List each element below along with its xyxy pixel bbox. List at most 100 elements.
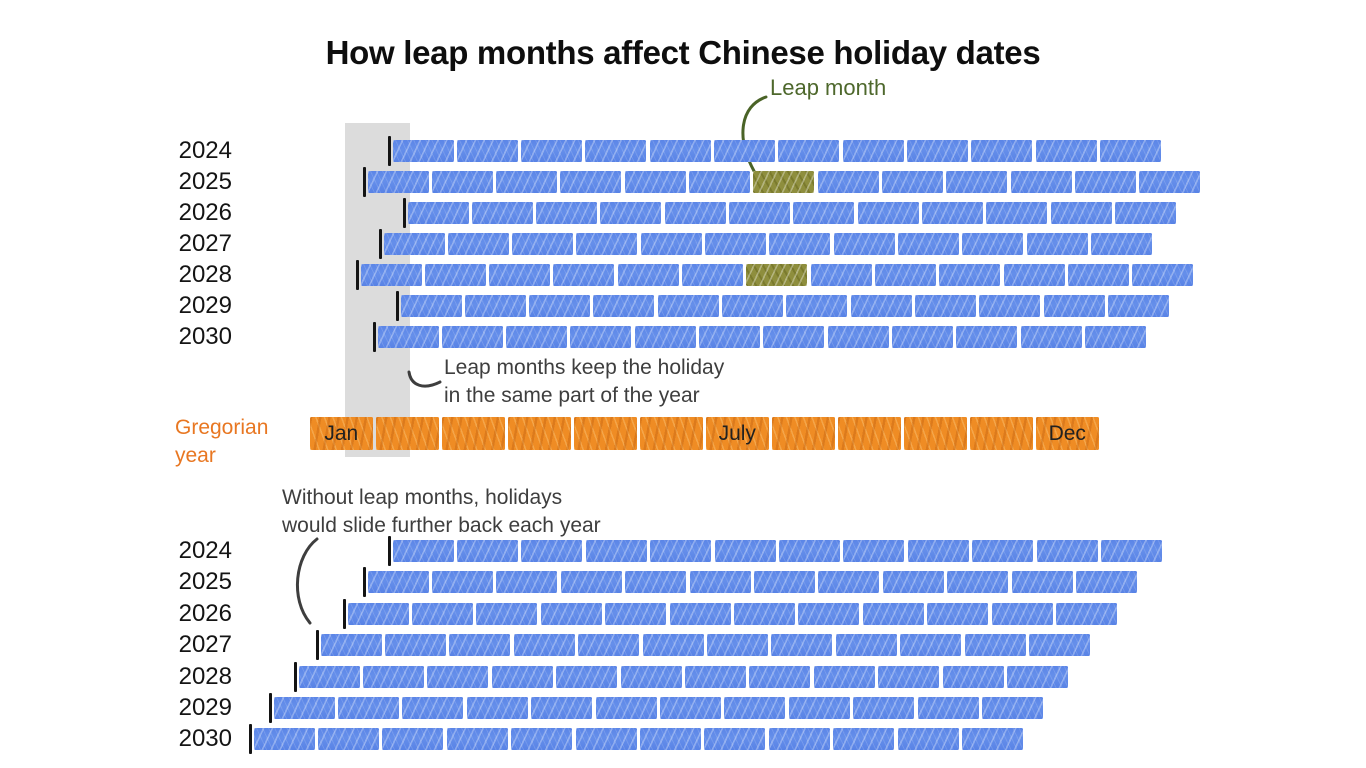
lunar-month-segment (377, 326, 439, 348)
lunar-month-segment (786, 295, 848, 317)
lunar-month-segment (496, 571, 558, 593)
gregorian-month-label: July (718, 421, 756, 445)
lunar-month-segment (427, 666, 489, 688)
lunar-month-segment (1114, 202, 1176, 224)
lunar-month-segment (471, 202, 533, 224)
lunar-month-segment (382, 728, 444, 750)
lunar-month-segment (384, 634, 446, 656)
lunar-month-segment (489, 264, 551, 286)
chart-title: How leap months affect Chinese holiday d… (325, 34, 1041, 72)
lunar-month-segment (1100, 540, 1162, 562)
lunar-month-segment (763, 326, 825, 348)
lunar-month-segment (906, 140, 968, 162)
holiday-start-tick (356, 260, 359, 290)
year-label: 2029 (178, 292, 232, 319)
lunar-month-segment (449, 634, 511, 656)
lunar-month-segment (798, 603, 860, 625)
gregorian-month-segment (442, 417, 505, 450)
lunar-month-segment (927, 603, 989, 625)
lunar-month-segment (506, 326, 568, 348)
lunar-month-segment (964, 634, 1026, 656)
year-label: 2027 (178, 230, 232, 257)
lunar-month-segment (362, 666, 424, 688)
lunar-month-segment (649, 140, 711, 162)
lunar-month-segment (513, 634, 575, 656)
lunar-month-segment (392, 540, 454, 562)
gregorian-year-label: Gregorian year (175, 414, 268, 470)
leap-month-segment (746, 264, 808, 286)
holiday-start-tick (269, 693, 272, 723)
lunar-month-segment (749, 666, 811, 688)
gregorian-month-segment: July (706, 417, 769, 450)
lunar-month-segment (431, 171, 493, 193)
lunar-month-segment (593, 295, 655, 317)
lunar-month-segment (914, 295, 976, 317)
lunar-month-segment (817, 171, 879, 193)
gregorian-month-label: Dec (1048, 421, 1086, 445)
lunar-month-segment (642, 634, 704, 656)
year-label: 2024 (178, 137, 232, 164)
lunar-month-segment (407, 202, 469, 224)
lunar-month-segment (827, 326, 889, 348)
lunar-month-segment (595, 697, 657, 719)
holiday-start-tick (363, 167, 366, 197)
lunar-month-segment (699, 326, 760, 348)
lunar-month-segment (971, 140, 1033, 162)
lunar-month-segment (1043, 295, 1105, 317)
lunar-month-segment (862, 603, 924, 625)
lunar-month-segment (317, 728, 379, 750)
gregorian-month-segment: Dec (1036, 417, 1099, 450)
year-label: 2028 (178, 261, 232, 288)
lunar-month-segment (1139, 171, 1201, 193)
lunar-month-segment (771, 634, 833, 656)
holiday-start-tick (388, 136, 391, 166)
lunar-month-segment (878, 666, 940, 688)
lunar-month-segment (897, 728, 959, 750)
lunar-month-segment (684, 666, 746, 688)
lunar-month-segment (1075, 571, 1137, 593)
lunar-month-segment (659, 697, 721, 719)
lunar-month-segment (874, 264, 936, 286)
lunar-month-segment (617, 264, 679, 286)
holiday-start-tick (396, 291, 399, 321)
lunar-month-segment (1090, 233, 1152, 255)
lunar-month-segment (464, 295, 526, 317)
lunar-month-segment (347, 603, 409, 625)
leap-month-legend-label: Leap month (770, 75, 887, 100)
year-label: 2027 (178, 631, 232, 658)
gregorian-month-segment (376, 417, 439, 450)
lunar-month-segment (640, 233, 702, 255)
year-label: 2030 (178, 323, 232, 350)
lunar-month-segment (1003, 264, 1065, 286)
lunar-month-segment (360, 264, 422, 286)
lunar-month-segment (664, 202, 726, 224)
lunar-month-segment (383, 233, 445, 255)
lunar-month-segment (729, 202, 790, 224)
lunar-month-segment (833, 728, 895, 750)
lunar-month-segment (570, 326, 632, 348)
lunar-month-segment (392, 140, 454, 162)
lunar-month-segment (961, 728, 1023, 750)
lunar-month-segment (962, 233, 1024, 255)
lunar-month-segment (714, 540, 776, 562)
lunar-month-segment (650, 540, 712, 562)
lunar-month-segment (917, 697, 979, 719)
leap-month-segment (753, 171, 815, 193)
gregorian-year-label-line1: Gregorian (175, 416, 269, 439)
year-label: 2029 (178, 694, 232, 721)
lunar-month-segment (689, 571, 751, 593)
lunar-month-segment (576, 233, 638, 255)
lunar-month-segment (476, 603, 538, 625)
lunar-month-segment (1067, 264, 1129, 286)
lunar-month-segment (921, 202, 983, 224)
lunar-month-segment (689, 171, 750, 193)
lunar-month-segment (431, 571, 493, 593)
lunar-month-segment (456, 540, 518, 562)
holiday-start-tick (373, 322, 376, 352)
annotation-keep-line2: in the same part of the year (444, 384, 700, 407)
lunar-month-segment (441, 326, 503, 348)
lunar-month-segment (424, 264, 486, 286)
lunar-month-segment (1074, 171, 1136, 193)
